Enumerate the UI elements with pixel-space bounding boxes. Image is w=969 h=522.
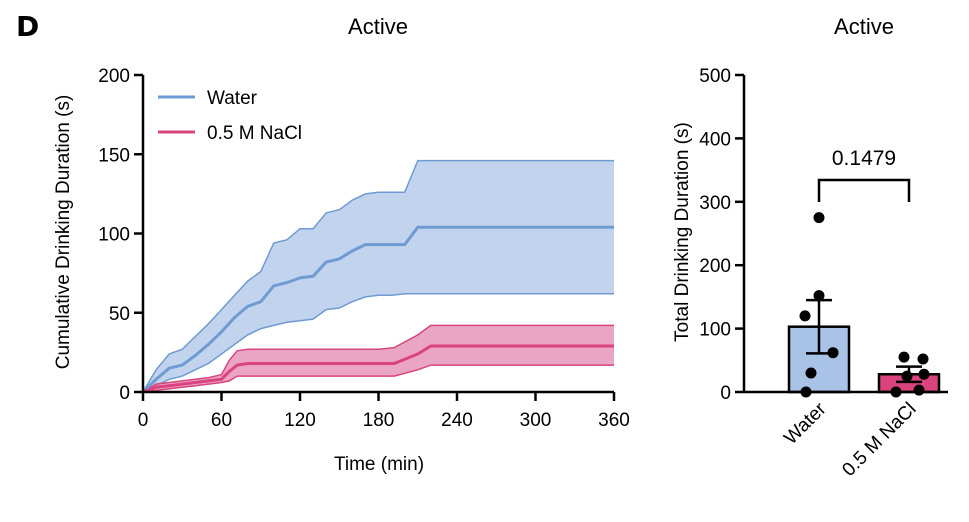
band-lower-edge-1 bbox=[142, 364, 614, 393]
legend-label-1: 0.5 M NaCl bbox=[207, 123, 302, 144]
p-value-label: 0.1479 bbox=[832, 147, 896, 170]
bar-y-tick-label: 400 bbox=[699, 129, 731, 150]
panel-label: D bbox=[16, 10, 39, 43]
x-tick-label: 300 bbox=[520, 410, 552, 431]
band-upper-edge-0 bbox=[142, 159, 614, 393]
data-point bbox=[813, 290, 825, 302]
x-tick-label: 0 bbox=[138, 410, 149, 431]
band-lower-edge-0 bbox=[142, 292, 614, 393]
data-point bbox=[918, 368, 930, 380]
confidence-bands bbox=[142, 159, 614, 393]
y-axis-label: Cumulative Drinking Duration (s) bbox=[53, 95, 74, 370]
x-tick-label: 360 bbox=[598, 410, 630, 431]
x-tick-label: 240 bbox=[441, 410, 473, 431]
band-0 bbox=[143, 160, 614, 392]
x-axis-label: Time (min) bbox=[334, 454, 424, 475]
y-tick-label: 200 bbox=[98, 66, 130, 87]
x-tick-label: 120 bbox=[284, 410, 316, 431]
line-chart-axes: 0 50 100 150 200 0 60 120 180 240 300 360 bbox=[98, 66, 630, 431]
line-chart-title: Active bbox=[348, 14, 408, 39]
data-point bbox=[805, 367, 817, 379]
y-tick-label: 150 bbox=[98, 145, 130, 166]
legend-label-0: Water bbox=[207, 88, 258, 109]
x-category-label-0: Water bbox=[780, 398, 831, 449]
data-point bbox=[901, 370, 913, 382]
legend: Water 0.5 M NaCl bbox=[158, 88, 302, 144]
data-point bbox=[827, 347, 839, 359]
bar-y-tick-label: 500 bbox=[699, 66, 731, 87]
y-tick-label: 0 bbox=[119, 383, 130, 404]
x-tick-label: 60 bbox=[211, 410, 232, 431]
x-tick-label: 180 bbox=[363, 410, 395, 431]
data-point bbox=[799, 310, 811, 322]
data-point bbox=[913, 384, 925, 396]
data-point bbox=[813, 212, 825, 224]
bar-y-axis-label: Total Drinking Duration (s) bbox=[672, 122, 693, 342]
bar-y-tick-label: 100 bbox=[699, 320, 731, 341]
y-tick-label: 50 bbox=[109, 304, 130, 325]
band-upper-edge-1 bbox=[142, 324, 614, 393]
bar-chart: Active Water 0.5 M NaCl 0 100 200 300 400 500 0… bbox=[672, 14, 948, 481]
series-line-0 bbox=[141, 225, 614, 394]
data-point bbox=[917, 353, 929, 365]
bar-y-tick-label: 0 bbox=[720, 383, 731, 404]
bar-y-tick-label: 200 bbox=[699, 256, 731, 277]
bar-chart-axes: Water 0.5 M NaCl 0 100 200 300 400 500 bbox=[699, 66, 948, 481]
bar-chart-title: Active bbox=[834, 14, 894, 39]
series-lines bbox=[141, 225, 614, 394]
significance-bracket bbox=[817, 178, 911, 202]
bars bbox=[787, 212, 941, 398]
bar-y-tick-label: 300 bbox=[699, 193, 731, 214]
line-chart: Active 0 50 100 150 200 0 60 120 180 240 300 360 Wa… bbox=[53, 14, 630, 475]
significance-annotation: 0.1479 bbox=[817, 147, 911, 202]
x-category-label-1: 0.5 M NaCl bbox=[838, 399, 920, 481]
series-line-1 bbox=[142, 344, 614, 394]
y-tick-label: 100 bbox=[98, 225, 130, 246]
data-point bbox=[898, 351, 910, 363]
